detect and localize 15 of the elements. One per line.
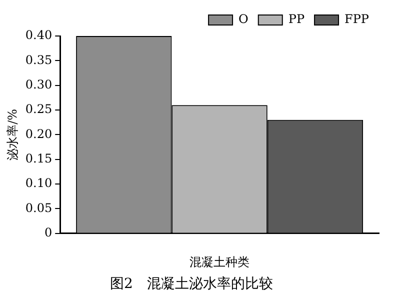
y-tick-label: 0.35 bbox=[25, 52, 52, 67]
y-tick-label: 0.25 bbox=[25, 102, 52, 116]
y-tick-label: 0.30 bbox=[25, 77, 52, 92]
y-tick-label: 0.20 bbox=[25, 126, 52, 141]
y-tick-label: 0.40 bbox=[25, 28, 52, 42]
y-tick-label: 0.15 bbox=[25, 152, 52, 166]
y-tick-label: 0.05 bbox=[25, 200, 52, 215]
legend-label: PP bbox=[288, 12, 305, 26]
legend-label: FPP bbox=[344, 12, 370, 26]
x-axis-title: 混凝土种类 bbox=[190, 255, 250, 270]
y-tick-label: 0.10 bbox=[25, 176, 52, 190]
text: 图2 混凝土泌水率的比较 bbox=[110, 276, 273, 292]
legend-label: O bbox=[238, 12, 249, 26]
y-tick-label: 0 bbox=[44, 226, 52, 240]
y-axis-title: 泌水率/% bbox=[5, 108, 20, 160]
